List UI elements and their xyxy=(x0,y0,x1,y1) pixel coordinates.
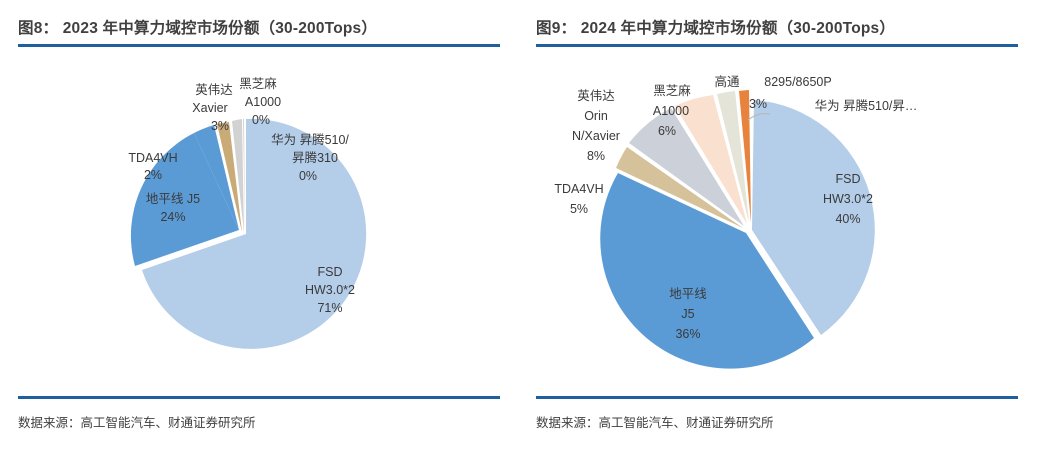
svg-text:HW3.0*2: HW3.0*2 xyxy=(823,192,873,206)
svg-text:3%: 3% xyxy=(211,119,229,133)
svg-text:昇腾310: 昇腾310 xyxy=(292,150,338,165)
pie-label-horizon-j5: 地平线 J5 24% xyxy=(146,192,200,224)
page-title-2: 图9： 2024 年中算力域控市场份额（30-200Tops） xyxy=(536,20,896,37)
pie-label-fsd-2024: FSD HW3.0*2 40% xyxy=(823,172,873,226)
svg-text:2%: 2% xyxy=(144,168,162,182)
svg-text:0%: 0% xyxy=(299,169,317,183)
pie-label-nvidia-orin-2024: 英伟达 Orin N/Xavier 8% xyxy=(572,89,620,163)
svg-text:TDA4VH: TDA4VH xyxy=(554,182,603,196)
svg-text:FSD: FSD xyxy=(318,265,343,279)
pie-label-qualcomm-2024: 高通 8295/8650P 3% xyxy=(714,74,831,111)
svg-text:地平线: 地平线 xyxy=(669,287,707,301)
pie-slice-fsd-2024 xyxy=(752,100,875,335)
pie-label-huawei-ascend: 华为 昇腾510/ 昇腾310 0% xyxy=(271,132,349,183)
pie-slice-tda4vh-2024 xyxy=(616,147,743,228)
pie-slice-qualcomm-2024 xyxy=(717,91,749,223)
pie-slice-huawei-ascend xyxy=(243,118,245,233)
svg-text:40%: 40% xyxy=(835,212,860,226)
figure-panel-8: 图8： 2023 年中算力域控市场份额（30-200Tops） TDA4VH xyxy=(18,0,518,452)
svg-text:71%: 71% xyxy=(317,301,342,315)
pie-slice-nvidia-xavier xyxy=(217,122,242,232)
pie-label-blacksesame-2024: 黑芝麻 A1000 6% xyxy=(653,83,691,138)
source-note: 数据来源：高工智能汽车、财通证券研究所 xyxy=(18,416,256,430)
svg-text:3%: 3% xyxy=(749,97,767,111)
pie-label-huawei-2024: 华为 昇腾510/昇… xyxy=(815,98,918,113)
footer-divider xyxy=(18,396,500,399)
svg-text:N/Xavier: N/Xavier xyxy=(572,129,620,143)
svg-text:高通: 高通 xyxy=(714,74,740,89)
source-note-2: 数据来源：高工智能汽车、财通证券研究所 xyxy=(536,416,774,430)
svg-text:5%: 5% xyxy=(570,202,588,216)
pie-slice-horizon-j5-2024 xyxy=(600,173,814,369)
svg-text:黑芝麻: 黑芝麻 xyxy=(653,83,691,98)
svg-text:A1000: A1000 xyxy=(653,104,689,118)
svg-text:FSD: FSD xyxy=(836,172,861,186)
svg-text:TDA4VH: TDA4VH xyxy=(128,151,177,165)
pie-label-tda4vh: TDA4VH 2% xyxy=(128,151,177,182)
leader-line-qualcomm xyxy=(747,113,771,121)
title-divider xyxy=(18,44,500,47)
svg-text:HW3.0*2: HW3.0*2 xyxy=(305,283,355,297)
pie-slice-fsd xyxy=(142,118,367,349)
pie-label-blacksesame-a1000: 黑芝麻 A1000 0% xyxy=(239,76,281,127)
pie-slice-horizon-j5 xyxy=(130,133,239,266)
pie-chart-2024: 英伟达 Orin N/Xavier 8% TDA4VH 5% 黑芝麻 A1000… xyxy=(536,50,1018,392)
svg-text:36%: 36% xyxy=(675,327,700,341)
pie-label-horizon-2024: 地平线 J5 36% xyxy=(669,287,707,341)
footer-divider-2 xyxy=(536,396,1018,399)
svg-text:8295/8650P: 8295/8650P xyxy=(764,75,831,89)
svg-text:J5: J5 xyxy=(681,307,694,321)
svg-text:8%: 8% xyxy=(587,149,605,163)
svg-text:英伟达: 英伟达 xyxy=(195,83,233,97)
svg-text:黑芝麻: 黑芝麻 xyxy=(239,76,277,91)
pie-label-nvidia-xavier: 英伟达 Xavier 3% xyxy=(192,83,233,133)
pie-label-fsd: FSD HW3.0*2 71% xyxy=(305,265,355,315)
svg-text:Orin: Orin xyxy=(584,109,608,123)
pie-slice-huawei-ascend-2024 xyxy=(739,90,751,223)
pie-slice-blacksesame-a1000-2024 xyxy=(675,95,747,224)
pie-slice-tda4vh xyxy=(194,125,239,230)
svg-text:英伟达: 英伟达 xyxy=(577,89,615,103)
svg-text:0%: 0% xyxy=(252,113,270,127)
title-divider-2 xyxy=(536,44,1018,47)
pie-slice-nvidia-orin-2024 xyxy=(629,108,744,226)
svg-text:华为 昇腾510/: 华为 昇腾510/ xyxy=(271,132,349,147)
figure-panel-9: 图9： 2024 年中算力域控市场份额（30-200Tops） xyxy=(536,0,1036,452)
pie-chart-2023: TDA4VH 2% 英伟达 Xavier 3% 黑芝麻 A1000 0% xyxy=(18,50,500,392)
svg-text:A1000: A1000 xyxy=(245,95,281,109)
svg-text:24%: 24% xyxy=(160,210,185,224)
pie-label-tda4vh-2024: TDA4VH 5% xyxy=(554,182,603,216)
svg-text:地平线 J5: 地平线 J5 xyxy=(146,192,200,206)
svg-text:华为 昇腾510/昇…: 华为 昇腾510/昇… xyxy=(815,98,918,113)
page-title: 图8： 2023 年中算力域控市场份额（30-200Tops） xyxy=(18,20,378,37)
pie-slice-blacksesame-a1000 xyxy=(232,119,244,233)
svg-text:Xavier: Xavier xyxy=(192,101,227,115)
svg-text:6%: 6% xyxy=(658,124,676,138)
